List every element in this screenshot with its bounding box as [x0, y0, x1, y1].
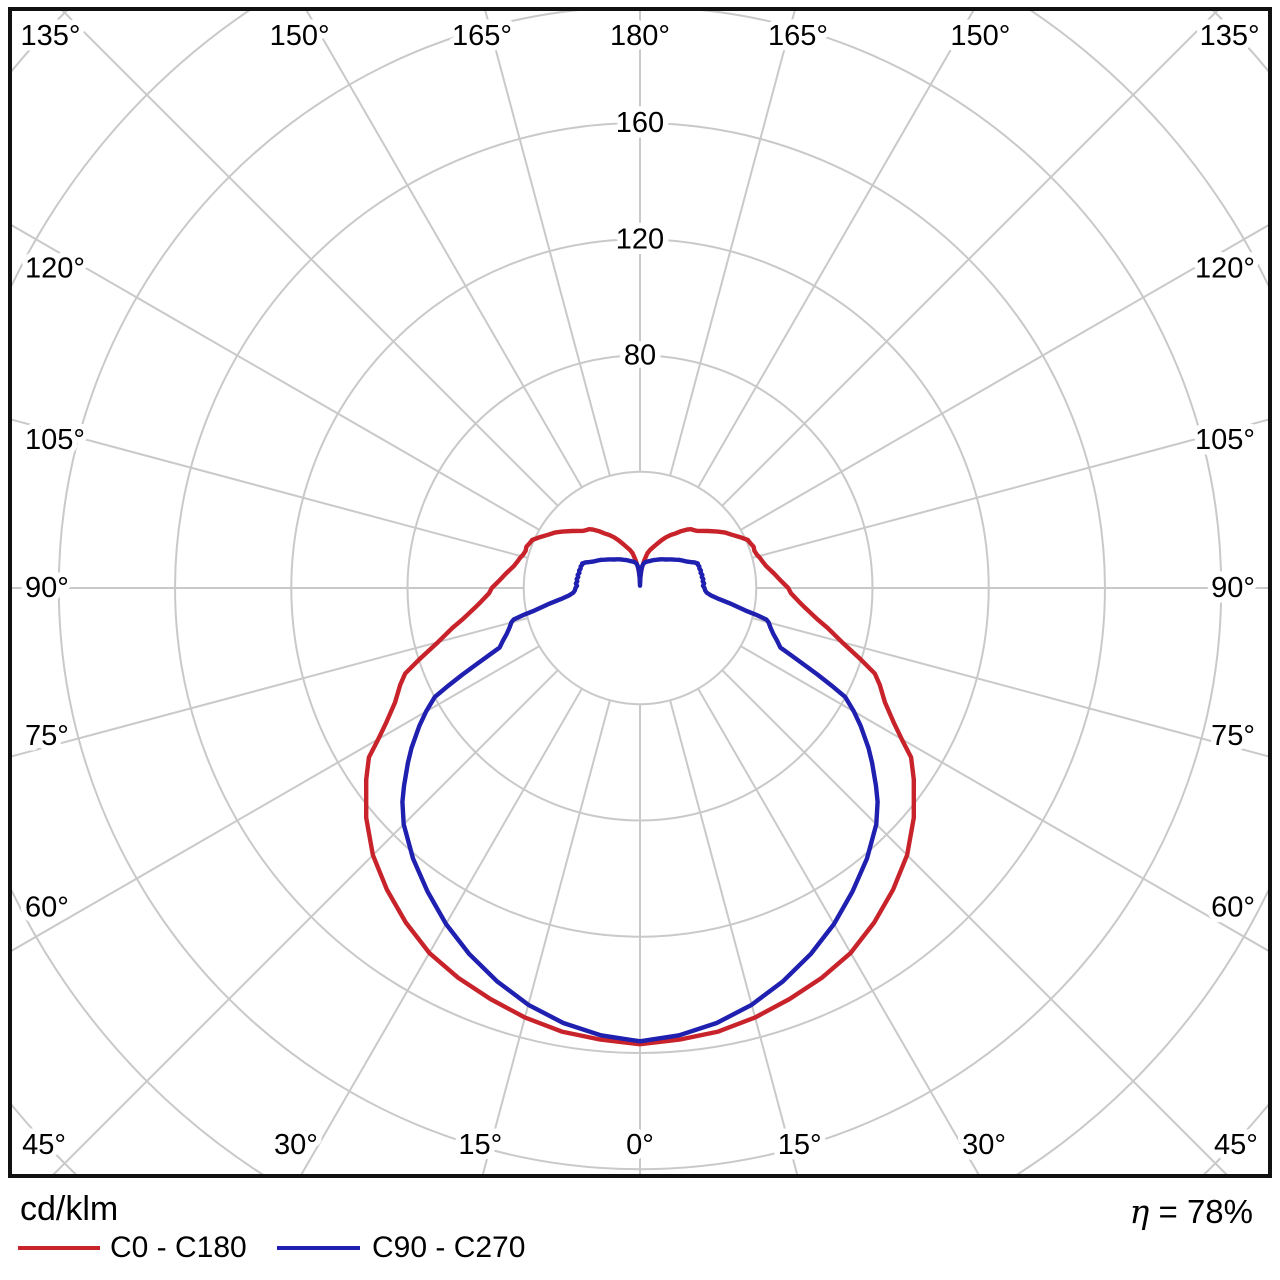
- grid-spoke: [697, 687, 980, 1174]
- grid-spoke: [481, 699, 611, 1174]
- angle-label-left-105: 105°: [25, 424, 85, 456]
- polar-photometric-chart: 80 120 160 0° 15° 15° 30° 30° 45° 45° 135° 135° 150°…: [8, 7, 1272, 1178]
- polar-grid: [12, 11, 1268, 1174]
- angle-label-bottom-right-45: 45°: [1214, 1129, 1258, 1161]
- grid-spoke: [12, 224, 541, 531]
- angle-label-top-left-135: 135°: [20, 20, 80, 52]
- ring-label-160: 160: [616, 107, 664, 139]
- angle-label-top-left-180: 180°: [610, 20, 670, 52]
- grid-spoke: [52, 669, 559, 1174]
- angle-label-right-60: 60°: [1211, 891, 1255, 923]
- grid-spoke: [751, 617, 1268, 758]
- angle-label-top-right-135: 135°: [1200, 20, 1260, 52]
- grid-spoke: [721, 11, 1219, 507]
- grid-spoke: [697, 11, 975, 489]
- angle-label-left-120: 120°: [25, 253, 85, 285]
- angle-label-bottom-left-0: 0°: [626, 1129, 654, 1161]
- curve-c90-c270: [400, 557, 880, 1044]
- angle-label-left-60: 60°: [25, 891, 69, 923]
- grid-spoke: [751, 418, 1268, 559]
- angle-label-right-120: 120°: [1195, 253, 1255, 285]
- grid-spoke: [721, 669, 1228, 1174]
- legend-label-c90-c270: C90 - C270: [372, 1231, 526, 1264]
- angle-label-left-90: 90°: [25, 572, 69, 604]
- eta-value: = 78%: [1158, 1193, 1254, 1230]
- angle-label-bottom-left-30: 30°: [274, 1129, 318, 1161]
- grid-spoke: [300, 687, 583, 1174]
- legend-swatch-c90-c270: [277, 1246, 360, 1250]
- angle-label-bottom-left-15: 15°: [458, 1129, 502, 1161]
- curve-c0-c180: [364, 527, 916, 1047]
- angle-label-top-right-150: 150°: [950, 20, 1010, 52]
- eta-symbol: η: [1129, 1192, 1150, 1231]
- angle-label-top-left-165: 165°: [452, 20, 512, 52]
- angle-label-right-90: 90°: [1211, 572, 1255, 604]
- legend-label-c0-c180: C0 - C180: [110, 1231, 247, 1264]
- units-label: cd/klm: [20, 1190, 119, 1228]
- ring-label-120: 120: [616, 223, 664, 255]
- grid-spoke: [739, 224, 1268, 531]
- grid-spoke: [12, 617, 529, 758]
- grid-spoke: [669, 699, 799, 1174]
- grid-spoke: [305, 11, 583, 489]
- angle-label-bottom-left-45: 45°: [22, 1129, 66, 1161]
- grid-spoke: [484, 11, 611, 477]
- angle-label-top-right-165: 165°: [768, 20, 828, 52]
- grid-spoke: [12, 418, 529, 559]
- grid-spoke: [61, 11, 559, 507]
- angle-label-right-105: 105°: [1195, 424, 1255, 456]
- ring-label-80: 80: [624, 340, 656, 372]
- angle-label-bottom-right-15: 15°: [778, 1129, 822, 1161]
- angle-label-left-75: 75°: [25, 720, 69, 752]
- angle-label-right-75: 75°: [1211, 720, 1255, 752]
- grid-spoke: [669, 11, 796, 477]
- efficiency-label: η = 78%: [1130, 1192, 1253, 1231]
- chart-border: [8, 7, 1272, 1178]
- angle-label-top-left-150: 150°: [270, 20, 330, 52]
- legend-swatch-c0-c180: [18, 1246, 100, 1250]
- angle-label-bottom-right-30: 30°: [962, 1129, 1006, 1161]
